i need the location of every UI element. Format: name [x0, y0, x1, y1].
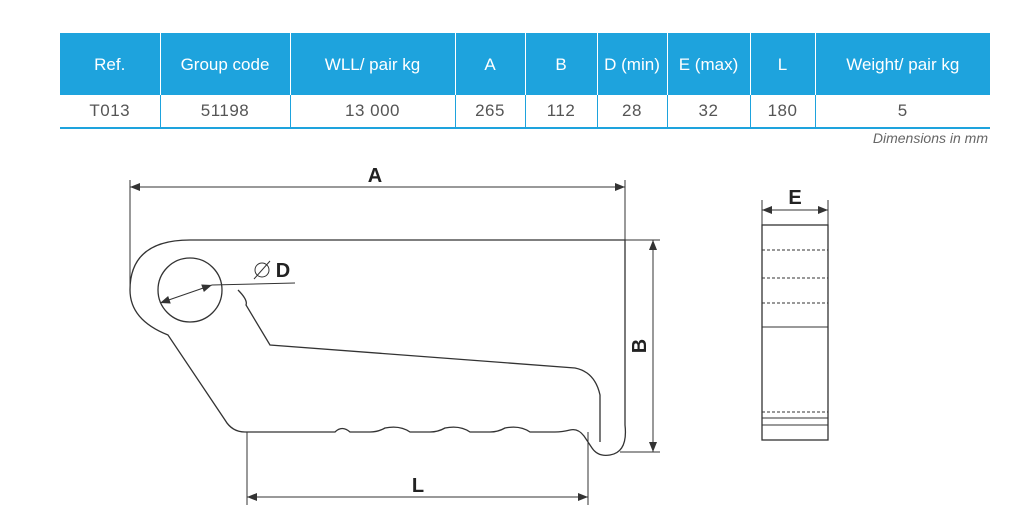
header-cell: B [524, 33, 597, 95]
table-cell: 180 [749, 95, 815, 129]
label-l: L [412, 475, 424, 497]
header-cell: WLL/ pair kg [289, 33, 455, 95]
header-cell: E (max) [666, 33, 750, 95]
table-cell: 13 000 [289, 95, 455, 129]
header-cell: Weight/ pair kg [814, 33, 990, 95]
table-cell: 112 [524, 95, 597, 129]
header-cell: L [749, 33, 815, 95]
table-cell: T013 [60, 95, 160, 129]
side-view [761, 200, 829, 441]
header-cell: Group code [159, 33, 290, 95]
header-cell: Ref. [60, 33, 160, 95]
label-d: D [276, 260, 290, 282]
table-cell: 51198 [159, 95, 290, 129]
table-cell: 28 [596, 95, 667, 129]
note: Dimensions in mm [872, 130, 988, 146]
table-row: T013 51198 13 000 265 112 28 32 180 5 [60, 95, 990, 129]
header-cell: A [454, 33, 525, 95]
label-e: E [788, 187, 801, 209]
dimension-lines [129, 180, 660, 505]
table-cell: 5 [814, 95, 990, 129]
table-body: T013 51198 13 000 265 112 28 32 180 5 [60, 95, 990, 129]
table-cell: 32 [666, 95, 750, 129]
header-row: Ref. Group code WLL/ pair kg A B D (min) E (ma… [60, 33, 990, 95]
label-b: B [629, 339, 651, 353]
label-a: A [368, 165, 382, 187]
spec-table: Ref. Group code WLL/ pair kg A B D (min) E (ma… [60, 33, 990, 129]
hook-outline [129, 239, 627, 456]
header-cell: D (min) [596, 33, 667, 95]
table-cell: 265 [454, 95, 525, 129]
